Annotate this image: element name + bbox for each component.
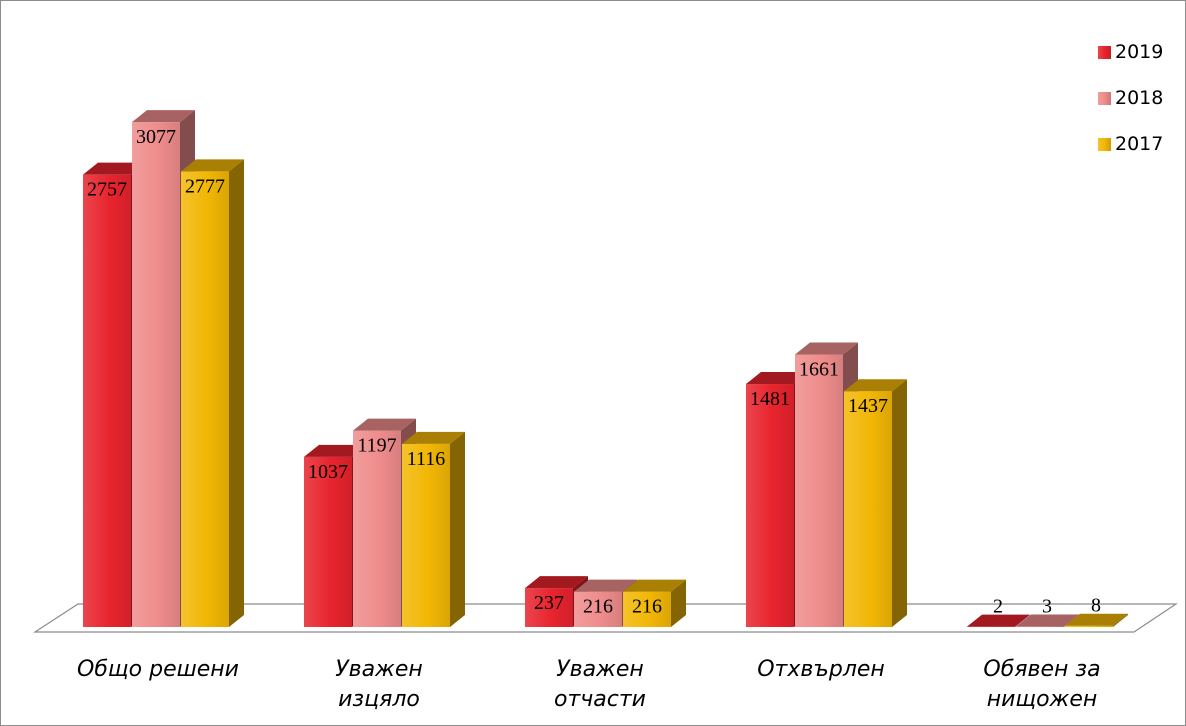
legend-item-2018: 2018	[1098, 86, 1163, 110]
category-label-3-line0: Отхвърлен	[757, 657, 885, 682]
bar-2019-1-top	[304, 444, 367, 457]
bar-2018-1-top	[353, 418, 416, 431]
bar-2017-3	[844, 391, 892, 627]
bar-2017-2	[623, 591, 671, 627]
bar-2019-0-top	[83, 162, 146, 175]
bar-2018-0-top	[132, 110, 195, 123]
value-label-2017-0: 2777	[185, 175, 225, 197]
bar-2017-0-side	[229, 159, 244, 627]
bar-2017-1-side	[450, 431, 465, 627]
value-label-2017-1: 1116	[407, 448, 446, 470]
legend-swatch-2018	[1098, 91, 1111, 105]
value-labels-group: 2757 3077 2777 1037 1197 1116 237 216 216 1481 166…	[87, 126, 1101, 617]
bars-group	[83, 110, 1128, 628]
bar-2017-3-top	[844, 379, 907, 392]
category-label-1-line0: Уважен	[335, 657, 423, 682]
value-label-2019-3: 1481	[750, 388, 790, 410]
bar-2017-3-side	[892, 379, 907, 627]
legend-label-2017: 2017	[1115, 133, 1164, 155]
value-label-2018-4: 3	[1042, 596, 1052, 618]
bar-2017-4-top	[1065, 613, 1128, 626]
bar-2018-3-top	[795, 342, 858, 355]
category-label-1-line1: изцяло	[338, 687, 420, 712]
category-label-4-line0: Обявен за	[983, 657, 1100, 682]
bar-2017-2-top	[623, 579, 686, 592]
value-label-2017-4: 8	[1091, 595, 1101, 617]
legend-swatch-2019	[1098, 45, 1111, 59]
bar-2019-4-side	[1015, 614, 1030, 627]
bar-2018-0	[132, 122, 180, 628]
bar-2017-1	[402, 443, 450, 627]
floor-outline	[32, 603, 1178, 633]
category-label-4-line1: нищожен	[987, 687, 1098, 712]
value-label-2019-1: 1037	[308, 461, 348, 483]
legend-item-2017: 2017	[1098, 132, 1163, 156]
bar-2017-1-top	[402, 431, 465, 444]
value-label-2019-4: 2	[993, 596, 1003, 618]
bar-2018-4-top	[1016, 614, 1079, 627]
value-label-2019-2: 237	[534, 592, 564, 614]
bar-2017-0	[181, 171, 229, 627]
bar-2019-2-top	[525, 576, 588, 589]
bar-2017-4-side	[1113, 613, 1128, 627]
bar-2019-0	[83, 174, 131, 627]
value-label-2017-2: 216	[632, 596, 662, 618]
category-labels-group: Общо решени Уважен изцяло Уважен отчасти Отхв…	[77, 657, 1101, 712]
bar-2018-2	[574, 591, 622, 627]
legend-item-2019: 2019	[1098, 40, 1163, 64]
bar-2019-3	[746, 384, 794, 627]
bar-2017-0-top	[181, 159, 244, 172]
value-label-2018-1: 1197	[357, 435, 396, 457]
category-label-2-line0: Уважен	[556, 657, 644, 682]
category-label-0-line0: Общо решени	[77, 657, 239, 682]
value-label-2019-0: 2757	[87, 179, 127, 201]
bar-2019-3-top	[746, 372, 809, 385]
category-label-2-line1: отчасти	[554, 687, 646, 712]
bar-2017-2-side	[671, 579, 686, 627]
legend-label-2018: 2018	[1115, 87, 1164, 109]
bar-2019-1	[304, 456, 352, 627]
value-label-2017-3: 1437	[848, 395, 888, 417]
bar-2019-2	[525, 588, 573, 627]
chart-floor	[32, 603, 1178, 633]
bar-2018-2-top	[574, 579, 637, 592]
bar-2017-4	[1065, 625, 1113, 627]
value-label-2018-3: 1661	[799, 358, 839, 380]
legend: 2019 2018 2017	[1098, 40, 1163, 178]
bar-2018-1	[353, 430, 401, 627]
value-label-2018-0: 3077	[136, 126, 176, 148]
value-label-2018-2: 216	[583, 596, 613, 618]
legend-label-2019: 2019	[1115, 41, 1164, 63]
bar-2019-4-top	[967, 614, 1030, 627]
legend-swatch-2017	[1098, 137, 1111, 151]
bar-2018-3	[795, 354, 843, 627]
